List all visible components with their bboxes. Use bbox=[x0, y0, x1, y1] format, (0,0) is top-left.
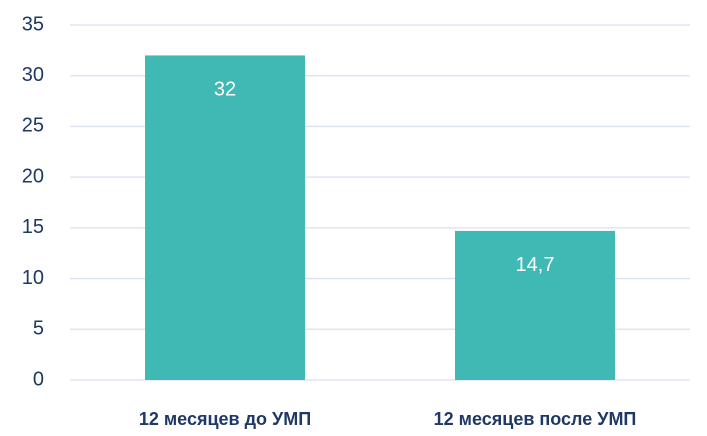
data-label: 14,7 bbox=[516, 254, 555, 276]
y-tick-label: 35 bbox=[22, 13, 44, 35]
y-tick-label: 10 bbox=[22, 267, 44, 289]
bar bbox=[145, 55, 305, 381]
y-tick-label: 25 bbox=[22, 115, 44, 137]
y-tick-label: 5 bbox=[33, 318, 44, 340]
data-label: 32 bbox=[214, 79, 236, 101]
y-tick-label: 20 bbox=[22, 165, 44, 187]
bar bbox=[455, 230, 615, 380]
y-tick-label: 15 bbox=[22, 216, 44, 238]
x-tick-label: 12 месяцев после УМП bbox=[434, 409, 637, 429]
y-tick-label: 30 bbox=[22, 64, 44, 86]
x-tick-label: 12 месяцев до УМП bbox=[139, 409, 311, 429]
y-tick-label: 0 bbox=[33, 368, 44, 390]
